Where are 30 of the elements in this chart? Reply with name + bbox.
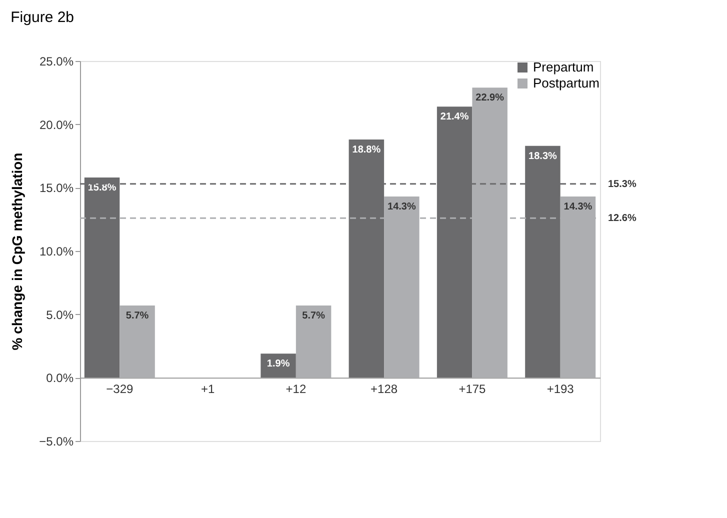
x-tick-label: −329	[106, 382, 134, 396]
ref-line-label: 12.6%	[608, 213, 636, 224]
legend-label: Prepartum	[533, 60, 594, 74]
data-label: 21.4%	[440, 112, 469, 123]
x-tick-label: +193	[546, 382, 574, 396]
data-label: 5.7%	[302, 310, 326, 322]
bar	[120, 305, 155, 378]
data-label: 14.3%	[564, 202, 592, 213]
bar	[296, 305, 332, 378]
y-tick-label: 0.0%	[46, 371, 74, 386]
data-label: 1.9%	[266, 358, 290, 370]
y-tick-label: 25.0%	[39, 54, 74, 68]
y-axis-title: % change in CpG methylation	[9, 152, 26, 350]
x-tick-label: +175	[458, 382, 486, 396]
y-tick-label: 5.0%	[46, 308, 74, 322]
x-tick-label: +1	[200, 382, 215, 396]
chart-title: Figure 2b	[10, 9, 74, 26]
ref-line-label: 15.3%	[608, 178, 636, 190]
data-label: 18.3%	[528, 150, 557, 162]
legend-label: Postpartum	[533, 76, 600, 90]
data-label: 18.8%	[352, 144, 381, 156]
y-tick-label: 10.0%	[39, 244, 74, 258]
y-tick-label: 15.0%	[39, 181, 74, 196]
y-tick-label: 20.0%	[39, 118, 74, 132]
data-label: 22.9%	[476, 92, 504, 104]
data-label: 5.7%	[126, 310, 149, 322]
x-tick-label: +12	[286, 382, 306, 396]
y-tick-label: −5.0%	[39, 434, 74, 448]
data-label: 14.3%	[388, 202, 416, 213]
x-tick-label: +128	[370, 382, 398, 396]
